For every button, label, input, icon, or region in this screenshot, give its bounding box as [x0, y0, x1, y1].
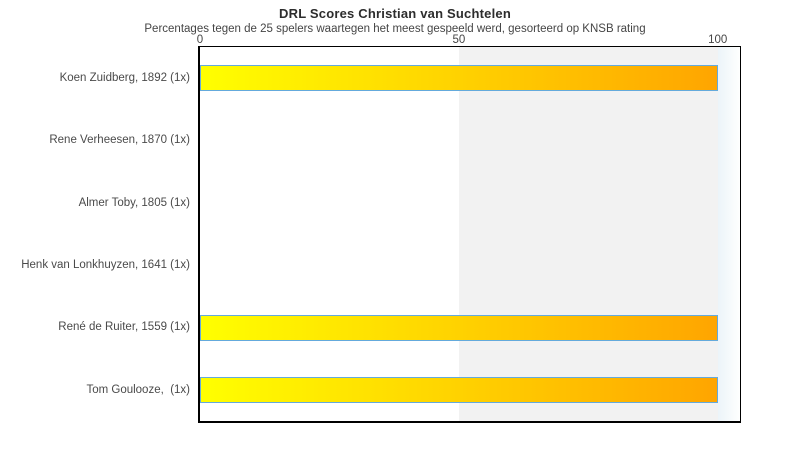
category-label: Tom Goulooze, (1x) — [86, 383, 190, 396]
grid-band — [458, 47, 718, 421]
category-axis-labels: Koen Zuidberg, 1892 (1x) Rene Verheesen, … — [0, 47, 190, 421]
plot-area — [198, 46, 741, 423]
category-label: Koen Zuidberg, 1892 (1x) — [59, 72, 190, 85]
grid-band — [200, 47, 459, 421]
bar — [200, 376, 718, 403]
category-label: Almer Toby, 1805 (1x) — [78, 196, 190, 209]
category-label: Henk van Lonkhuyzen, 1641 (1x) — [21, 259, 190, 272]
x-tick-label: 50 — [452, 34, 466, 46]
category-label: Rene Verheesen, 1870 (1x) — [49, 134, 190, 147]
x-tick-label: 100 — [708, 34, 728, 46]
chart-title: DRL Scores Christian van Suchtelen — [279, 6, 511, 21]
bar — [200, 314, 718, 341]
plot-right-margin-band — [717, 47, 740, 421]
category-label: René de Ruiter, 1559 (1x) — [58, 321, 190, 334]
bar — [200, 65, 718, 92]
bars-layer — [200, 47, 740, 421]
x-tick-label: 0 — [196, 34, 204, 46]
chart-subtitle: Percentages tegen de 25 spelers waartege… — [144, 23, 646, 35]
